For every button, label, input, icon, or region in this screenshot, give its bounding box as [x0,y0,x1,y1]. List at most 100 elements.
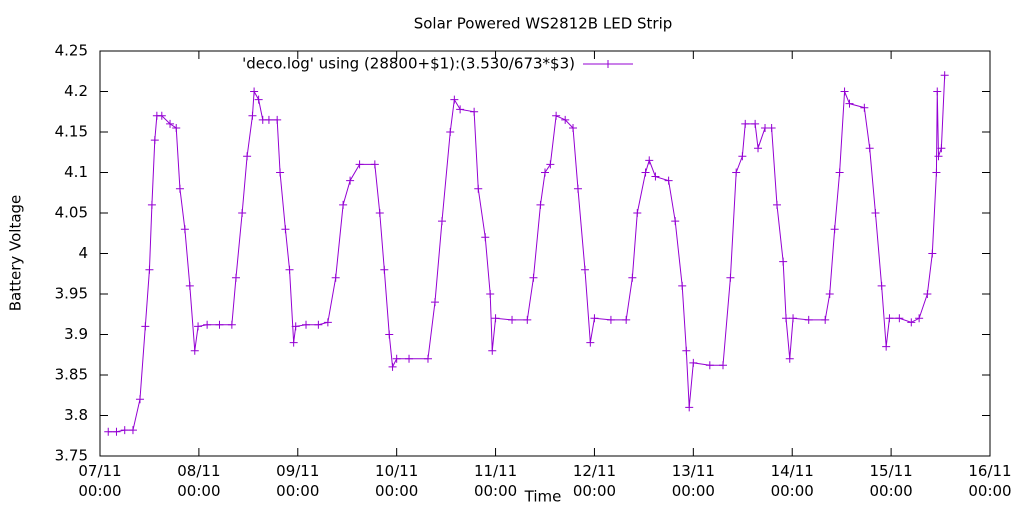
data-point [835,168,844,177]
data-point [254,95,263,104]
y-tick-label: 4.05 [55,204,88,222]
data-point [474,184,483,193]
data-point [145,265,154,274]
data-point [664,176,673,185]
data-point [405,354,414,363]
data-point [128,426,137,435]
x-tick-label: 12/11 00:00 [573,462,616,500]
data-point [302,320,311,329]
data-point [830,225,839,234]
data-point [785,354,794,363]
data-point [645,156,654,165]
data-point [491,314,500,323]
data-point [682,346,691,355]
data-point [203,320,212,329]
data-point [882,342,891,351]
data-point [281,225,290,234]
y-tick-label: 3.85 [55,366,88,384]
data-point [194,322,203,331]
x-tick-label: 13/11 00:00 [672,462,715,500]
data-point [915,314,924,323]
data-point [150,136,159,145]
data-point [552,111,561,120]
data-point [141,322,150,331]
data-point [104,427,113,436]
x-tick-label: 08/11 00:00 [177,462,220,500]
x-tick-label: 16/11 00:00 [968,462,1011,500]
data-point [481,233,490,242]
data-point [470,107,479,116]
data-point [446,128,455,136]
data-point [157,111,166,120]
data-line [108,75,946,433]
y-tick-label: 4.25 [55,42,88,60]
data-point [689,358,698,367]
data-point [877,281,886,290]
data-point [561,115,570,124]
data-point [633,209,642,217]
data-point [767,123,776,132]
data-point [190,346,199,355]
data-point [523,315,532,324]
x-tick-label: 14/11 00:00 [771,462,814,500]
data-point [719,361,727,370]
y-tick-label: 4.2 [64,82,88,100]
legend-label: 'deco.log' using (28800+$1):(3.530/673*$… [242,55,575,73]
data-point [248,111,257,120]
legend-swatch [583,60,633,68]
data-point [821,315,830,324]
data-point [231,273,240,282]
data-point [166,119,175,128]
data-point [871,209,880,217]
data-point [804,315,813,324]
data-point [685,403,694,412]
data-point [392,354,401,363]
data-point [385,330,394,339]
data-point [355,160,364,169]
data-point [314,320,323,329]
data-point [865,144,874,153]
chart-title: Solar Powered WS2812B LED Strip [414,15,673,33]
data-point [185,281,194,290]
data-point [529,273,538,282]
data-point [508,315,517,324]
data-point [885,314,894,323]
data-point [238,209,247,217]
data-point [628,273,637,282]
data-point [738,152,747,161]
data-point [940,71,949,80]
y-axis-label: Battery Voltage [7,195,25,312]
data-point [370,160,379,169]
x-tick-label: 15/11 00:00 [869,462,912,500]
data-point [751,119,760,128]
data-point [227,320,236,329]
data-point [380,265,389,274]
data-point [180,225,189,234]
x-tick-label: 09/11 00:00 [276,462,319,500]
data-point [215,320,224,329]
data-point [488,346,497,355]
data-point [291,322,300,331]
data-point [754,144,763,153]
data-point [172,123,181,132]
data-point [590,314,599,323]
x-axis-label: Time [524,488,562,506]
data-point [135,395,144,404]
data-point [705,361,714,370]
data-point [276,168,285,177]
data-point [250,87,259,96]
y-tick-label: 3.9 [64,325,88,343]
data-point [323,318,332,327]
data-point [112,427,121,436]
data-point [573,184,582,193]
data-point [732,168,741,177]
data-point [273,115,282,124]
data-point [541,168,549,177]
data-point [782,314,791,323]
data-point [289,338,298,347]
x-tick-label: 11/11 00:00 [474,462,517,500]
data-point [437,217,446,226]
data-point [486,290,495,298]
data-point [932,168,941,177]
